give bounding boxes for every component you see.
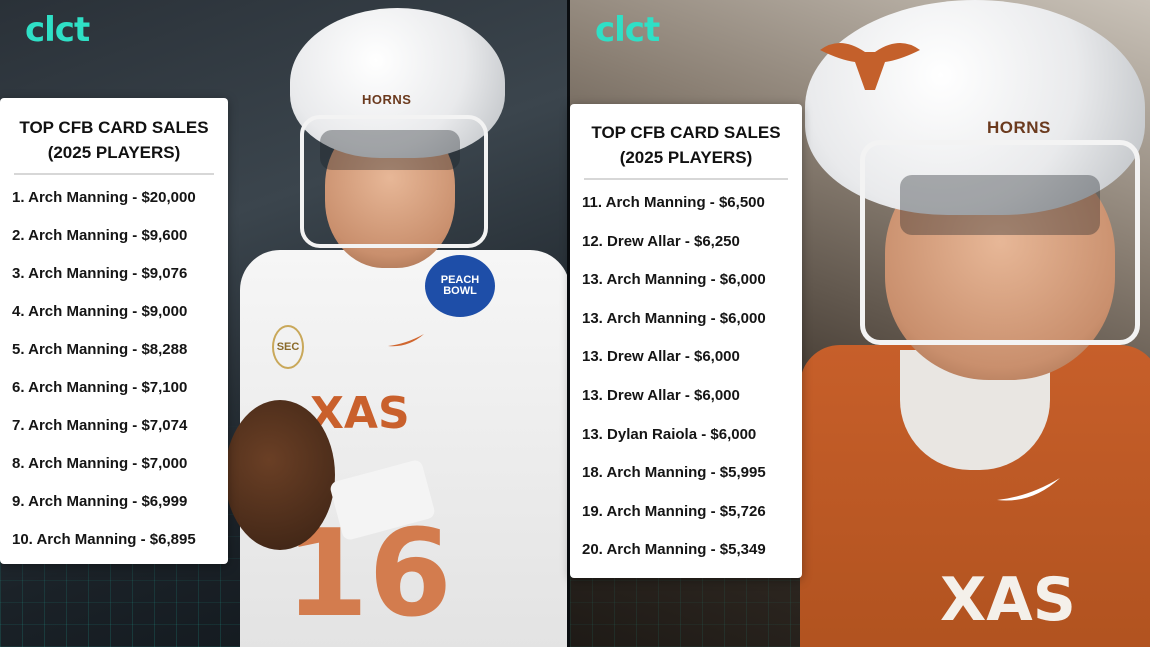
helmet-visor bbox=[320, 130, 460, 170]
card-title-line2: (2025 PLAYERS) bbox=[47, 143, 181, 162]
card-title: TOP CFB CARD SALES (2025 PLAYERS) bbox=[0, 115, 228, 165]
helmet-visor bbox=[900, 175, 1100, 235]
list-item: 2. Arch Manning - $9,600 bbox=[12, 227, 188, 244]
list-item: 1. Arch Manning - $20,000 bbox=[12, 189, 196, 206]
list-item: 13. Drew Allar - $6,000 bbox=[582, 386, 740, 404]
list-item: 13. Drew Allar - $6,000 bbox=[582, 348, 740, 366]
panel-divider bbox=[567, 0, 570, 647]
helmet-label: HORNS bbox=[362, 92, 412, 107]
nike-swoosh-icon bbox=[997, 478, 1060, 501]
jersey-wordmark: XAS bbox=[310, 388, 410, 439]
longhorn-logo-icon bbox=[820, 42, 920, 90]
clct-logo: clct bbox=[25, 10, 90, 50]
list-item: 8. Arch Manning - $7,000 bbox=[12, 455, 188, 472]
list-item: 11. Arch Manning - $6,500 bbox=[582, 194, 765, 211]
jersey-wordmark: XAS bbox=[940, 565, 1076, 635]
card-divider bbox=[14, 173, 214, 175]
list-item: 13. Dylan Raiola - $6,000 bbox=[582, 425, 757, 443]
list-item: 18. Arch Manning - $5,995 bbox=[582, 464, 766, 482]
list-item: 4. Arch Manning - $9,000 bbox=[12, 303, 188, 320]
list-item: 19. Arch Manning - $5,726 bbox=[582, 502, 766, 520]
sales-list-card-right: TOP CFB CARD SALES (2025 PLAYERS) 11. Ar… bbox=[570, 104, 802, 578]
clct-logo: clct bbox=[595, 10, 660, 50]
list-item: 20. Arch Manning - $5,349 bbox=[582, 541, 766, 559]
card-title-line1: TOP CFB CARD SALES bbox=[19, 118, 209, 137]
list-item: 10. Arch Manning - $6,895 bbox=[12, 531, 196, 548]
sales-list: 1. Arch Manning - $20,000 2. Arch Mannin… bbox=[0, 179, 228, 559]
player-facemask bbox=[300, 115, 488, 248]
card-divider bbox=[584, 178, 788, 180]
card-title-line1: TOP CFB CARD SALES bbox=[591, 123, 781, 142]
list-item: 3. Arch Manning - $9,076 bbox=[12, 265, 188, 282]
list-item: 13. Arch Manning - $6,000 bbox=[582, 271, 766, 289]
sec-logo-badge: SEC bbox=[272, 325, 304, 369]
card-title: TOP CFB CARD SALES (2025 PLAYERS) bbox=[570, 120, 802, 170]
list-item: 12. Drew Allar - $6,250 bbox=[582, 232, 740, 250]
nike-swoosh-icon bbox=[388, 334, 424, 347]
football bbox=[225, 400, 335, 550]
list-item: 6. Arch Manning - $7,100 bbox=[12, 379, 188, 396]
left-photo-panel: XAS 16 PEACH BOWL SEC HORNS clct bbox=[0, 0, 567, 647]
list-item: 13. Arch Manning - $6,000 bbox=[582, 309, 766, 327]
player-facemask bbox=[860, 140, 1140, 345]
peach-bowl-badge: PEACH BOWL bbox=[425, 255, 495, 317]
sales-list-card-left: TOP CFB CARD SALES (2025 PLAYERS) 1. Arc… bbox=[0, 98, 228, 564]
list-item: 5. Arch Manning - $8,288 bbox=[12, 341, 188, 358]
card-title-line2: (2025 PLAYERS) bbox=[619, 148, 753, 167]
helmet-label: HORNS bbox=[987, 118, 1051, 137]
list-item: 7. Arch Manning - $7,074 bbox=[12, 417, 188, 434]
list-item: 9. Arch Manning - $6,999 bbox=[12, 493, 188, 510]
sales-list: 11. Arch Manning - $6,500 12. Drew Allar… bbox=[570, 184, 802, 570]
